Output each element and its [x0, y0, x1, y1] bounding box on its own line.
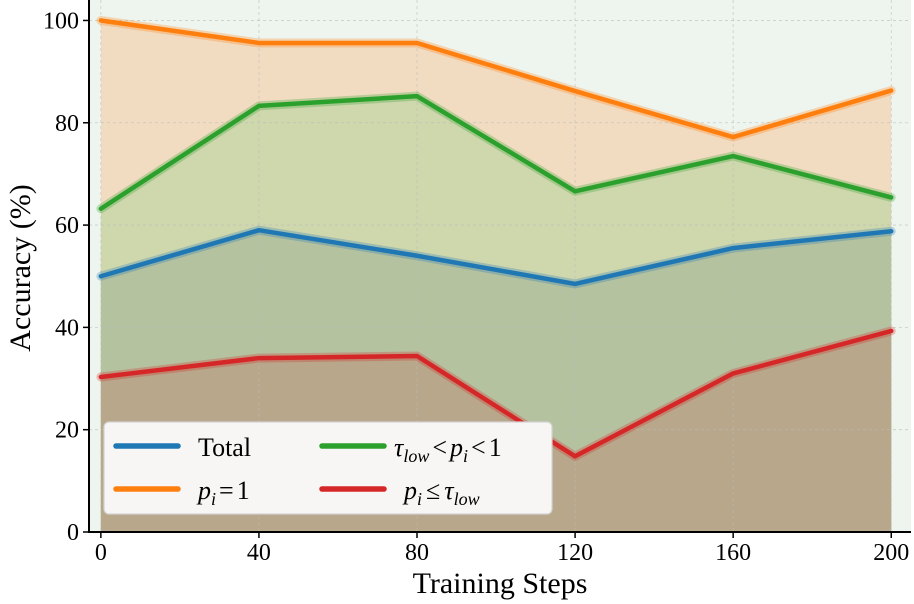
x-axis-title: Training Steps — [413, 567, 588, 600]
legend-mid-sub: i — [463, 446, 468, 466]
legend-mid-lt1: < — [432, 433, 447, 462]
legend-low-tau: τ — [444, 476, 455, 505]
x-tick-label-3: 120 — [557, 540, 593, 566]
x-tick-label-1: 40 — [247, 540, 271, 566]
x-tick-label-2: 80 — [405, 540, 429, 566]
series-line-low — [98, 328, 894, 459]
grid-lines — [89, 0, 911, 533]
y-tick-label-1: 20 — [55, 418, 79, 444]
series-line-mid — [98, 93, 894, 211]
tick-labels: 0 40 80 120 160 200 0 20 40 60 80 100 — [43, 8, 909, 566]
legend-low-lowsub: low — [454, 489, 480, 509]
series-line-total — [98, 227, 894, 287]
legend-label-low: pi ≤ τlow — [402, 476, 480, 509]
legend-p1-one: 1 — [237, 476, 250, 505]
legend-label-p1: pi = 1 — [196, 476, 250, 509]
legend-label-total: Total — [198, 433, 251, 462]
legend-mid-lt2: < — [471, 433, 486, 462]
legend-label-mid: τlow < pi <1 — [394, 433, 502, 466]
legend-low-p: p — [402, 476, 417, 505]
y-tick-label-0: 0 — [67, 520, 79, 546]
y-tick-label-2: 40 — [55, 315, 79, 341]
series-line-p1 — [98, 18, 894, 140]
series-lines — [96, 15, 896, 461]
x-tick-label-0: 0 — [95, 540, 107, 566]
y-tick-label-4: 80 — [55, 111, 79, 137]
axes — [88, 0, 911, 533]
x-tick-label-4: 160 — [715, 540, 751, 566]
area-fills — [100, 20, 892, 533]
legend-low-le: ≤ — [426, 476, 440, 505]
legend-p1-sub: i — [211, 489, 216, 509]
y-axis-title: Accuracy (%) — [4, 184, 37, 351]
y-tick-label-3: 60 — [55, 213, 79, 239]
legend-p1-op: = — [219, 476, 234, 505]
legend-low-sub: i — [417, 489, 422, 509]
legend-box — [103, 421, 553, 515]
y-tick-label-5: 100 — [43, 8, 79, 34]
legend-mid-p: p — [448, 433, 463, 462]
legend-p1-p: p — [196, 476, 211, 505]
legend-mid-one: 1 — [489, 433, 502, 462]
x-tick-label-5: 200 — [873, 540, 909, 566]
legend-mid-tau: τ — [394, 433, 405, 462]
legend: Total pi = 1 τlow < pi <1 pi ≤ τlow — [103, 421, 553, 515]
legend-mid-low: low — [403, 446, 429, 466]
